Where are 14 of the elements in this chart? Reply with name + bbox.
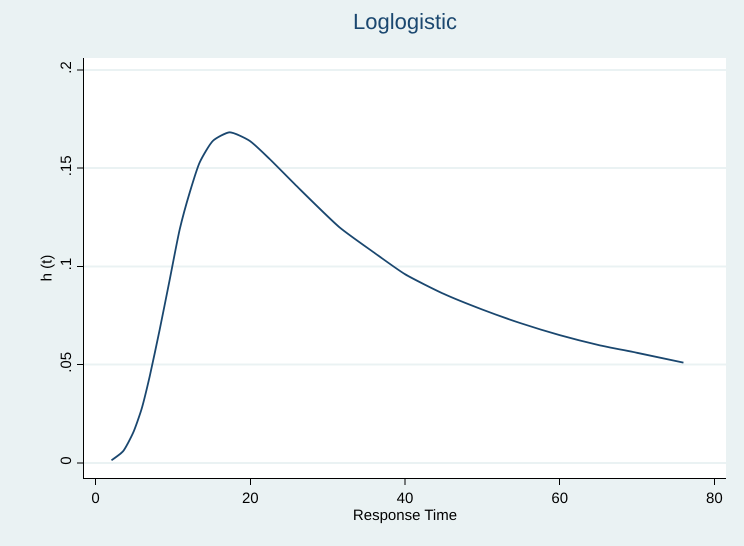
x-tick-label: 20 xyxy=(242,490,259,507)
y-tick-label: .1 xyxy=(58,258,75,270)
x-tick-label: 40 xyxy=(396,490,414,507)
x-tick-label: 0 xyxy=(91,490,100,507)
y-tick-label: .15 xyxy=(58,155,75,176)
x-tick-label: 60 xyxy=(551,490,568,507)
x-axis-title: Response Time xyxy=(352,507,458,524)
y-tick-label: .2 xyxy=(58,61,75,74)
y-tick-label: .05 xyxy=(58,352,75,373)
y-axis-title: h (t) xyxy=(38,254,56,282)
line-series xyxy=(110,131,684,462)
y-tick-label: 0 xyxy=(58,456,75,465)
x-tick-label: 80 xyxy=(706,490,723,507)
chart-title: Loglogistic xyxy=(353,9,457,34)
